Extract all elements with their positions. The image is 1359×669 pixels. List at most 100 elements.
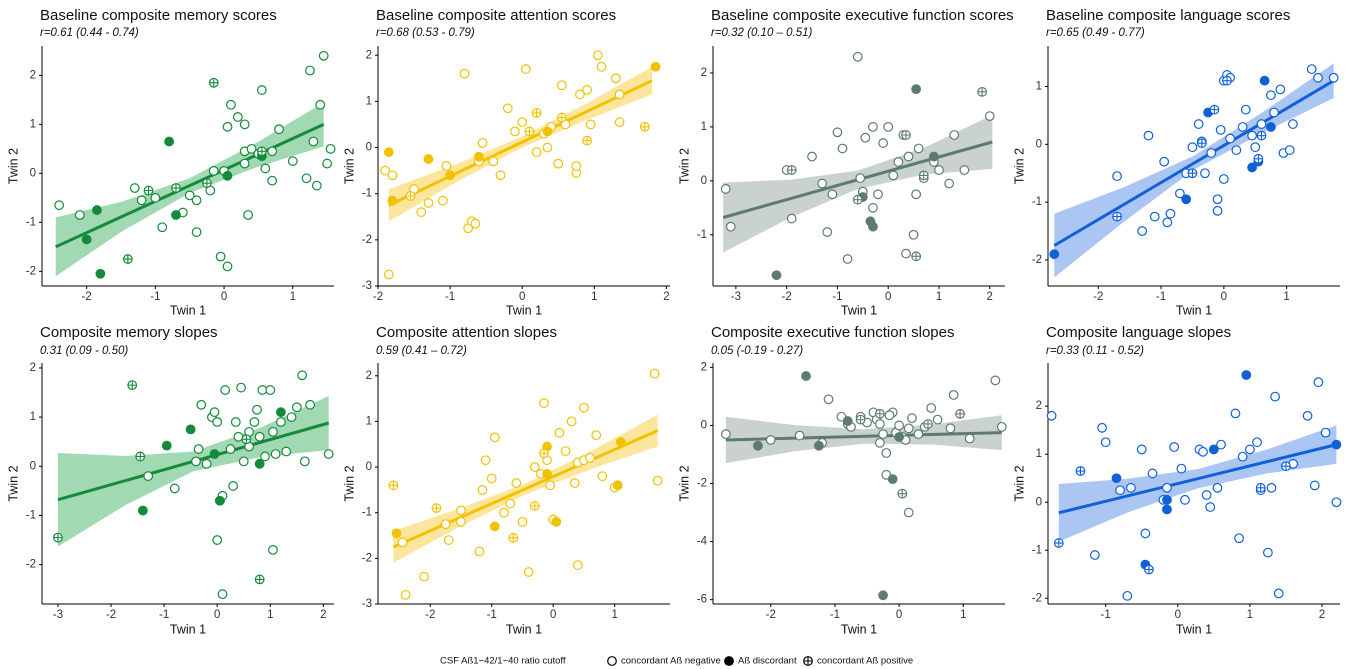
marker-cross xyxy=(1188,168,1197,178)
marker-cross xyxy=(955,409,965,419)
panel-subtitle: 0.31 (0.09 - 0.50) xyxy=(40,345,128,357)
marker-circle xyxy=(252,404,262,415)
marker-circle xyxy=(441,161,452,171)
marker-cross xyxy=(919,171,929,180)
marker-circle xyxy=(884,410,895,421)
marker-circle xyxy=(201,458,212,469)
point xyxy=(505,498,516,509)
point xyxy=(474,546,485,557)
marker-circle xyxy=(380,165,391,176)
marker-cross xyxy=(1112,212,1122,221)
marker-circle xyxy=(239,119,250,130)
x-tick-label: -1 xyxy=(150,291,160,303)
y-tick-label: -1 xyxy=(362,188,372,200)
point xyxy=(926,403,937,413)
marker-circle xyxy=(480,455,491,466)
panel-title: Composite attention slopes xyxy=(376,324,557,341)
x-axis-label: Twin 1 xyxy=(170,622,206,636)
marker-circle xyxy=(1256,119,1267,129)
point xyxy=(1208,444,1219,455)
point xyxy=(254,574,265,585)
marker-circle xyxy=(878,590,888,601)
point xyxy=(135,451,146,462)
marker-circle xyxy=(477,138,488,148)
marker-circle xyxy=(1201,490,1212,500)
marker-circle xyxy=(191,456,201,467)
marker-circle xyxy=(267,175,278,186)
marker-circle xyxy=(1237,122,1248,132)
point xyxy=(649,368,660,379)
x-tick-label: 0 xyxy=(519,291,525,303)
marker-circle xyxy=(591,430,602,441)
marker-circle xyxy=(572,560,583,571)
point xyxy=(822,227,833,237)
point xyxy=(191,456,201,467)
point xyxy=(1225,133,1236,144)
marker-circle xyxy=(232,112,243,122)
marker-circle xyxy=(246,143,257,154)
marker-circle xyxy=(569,478,580,488)
marker-cross xyxy=(209,78,219,88)
point xyxy=(539,448,549,459)
y-tick-label: 1 xyxy=(1036,448,1042,460)
point xyxy=(949,130,960,140)
point xyxy=(554,427,565,438)
marker-circle xyxy=(1266,482,1277,493)
marker-circle xyxy=(868,121,878,132)
point xyxy=(572,560,583,571)
marker-circle xyxy=(169,483,180,494)
marker-circle xyxy=(1165,208,1176,219)
panel-title: Baseline composite memory scores xyxy=(40,7,277,24)
marker-circle xyxy=(652,475,663,486)
point xyxy=(929,151,939,162)
marker-circle xyxy=(270,449,281,459)
fit-line xyxy=(1053,79,1335,247)
point xyxy=(495,170,506,181)
point xyxy=(1149,211,1160,222)
point xyxy=(249,417,260,427)
point xyxy=(480,455,491,466)
marker-circle xyxy=(1149,211,1160,222)
point xyxy=(1247,130,1257,141)
x-tick-label: 0 xyxy=(550,609,556,621)
point xyxy=(1187,142,1198,153)
point xyxy=(246,143,257,154)
marker-circle xyxy=(874,419,885,429)
legend-label: concordant Aß positive xyxy=(817,656,913,667)
confidence-band xyxy=(1054,63,1334,278)
marker-circle xyxy=(456,505,466,516)
point xyxy=(238,456,249,467)
x-tick-label: 0 xyxy=(1221,291,1227,303)
y-tick-label: 2 xyxy=(366,370,372,382)
marker-circle xyxy=(511,478,522,488)
point xyxy=(1328,72,1339,83)
point xyxy=(878,590,888,601)
point xyxy=(1250,142,1261,153)
marker-circle xyxy=(753,440,763,451)
marker-circle xyxy=(268,544,278,555)
point xyxy=(1313,72,1323,83)
point xyxy=(1209,104,1220,115)
marker-circle xyxy=(1244,444,1255,455)
point xyxy=(827,189,838,200)
point xyxy=(1263,547,1273,558)
point xyxy=(456,505,466,516)
point xyxy=(903,423,914,434)
marker-cross xyxy=(856,415,865,424)
point xyxy=(220,385,231,395)
marker-circle xyxy=(542,469,552,479)
point xyxy=(508,532,519,543)
marker-cross xyxy=(508,533,518,543)
point xyxy=(1216,439,1226,450)
point xyxy=(437,195,448,206)
marker-circle xyxy=(551,516,562,527)
marker-circle xyxy=(1252,437,1262,448)
x-axis-label: Twin 1 xyxy=(841,303,877,317)
point xyxy=(786,213,797,224)
marker-cross xyxy=(1210,105,1219,114)
point xyxy=(1181,194,1192,205)
marker-circle xyxy=(593,50,603,61)
marker-circle xyxy=(1284,145,1295,155)
marker-circle xyxy=(281,446,292,457)
point xyxy=(1222,75,1232,86)
